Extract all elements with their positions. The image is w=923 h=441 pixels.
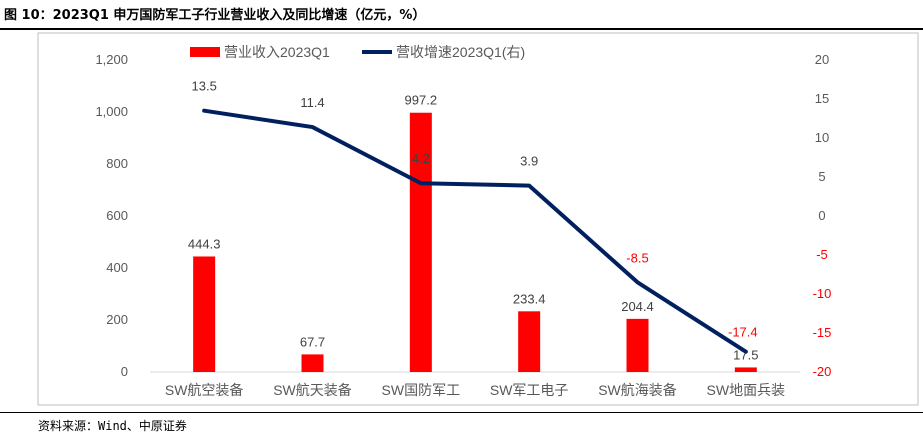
y-right-tick-label: 5 <box>818 169 825 184</box>
y-left-tick-label: 1,200 <box>95 52 128 67</box>
line-data-label: 13.5 <box>192 79 217 94</box>
figure-title: 图 10：2023Q1 申万国防军工子行业营业收入及同比增速（亿元，%） <box>4 8 426 23</box>
y-right-tick-label: 15 <box>815 91 829 106</box>
bar-data-label: 233.4 <box>513 291 546 306</box>
bar-data-label: 67.7 <box>300 334 325 349</box>
y-left-tick-label: 800 <box>106 156 128 171</box>
bar-data-label: 444.3 <box>188 236 221 251</box>
x-tick-label: SW航海装备 <box>598 382 677 398</box>
bar <box>301 354 324 372</box>
footer-rule <box>0 412 923 413</box>
y-right-tick-label: 10 <box>815 130 829 145</box>
chart-border <box>37 32 919 406</box>
x-tick-label: SW航空装备 <box>165 382 244 398</box>
y-left-tick-label: 0 <box>121 364 128 379</box>
line-data-label: -8.5 <box>626 250 648 265</box>
x-tick-label: SW航天装备 <box>273 382 352 398</box>
x-tick-label: SW国防军工 <box>382 382 461 398</box>
y-right-tick-label: 0 <box>818 208 825 223</box>
y-left-tick-label: 400 <box>106 260 128 275</box>
line-data-label: 11.4 <box>300 95 324 110</box>
line-data-label: 4.2 <box>412 151 430 166</box>
y-right-tick-label: -10 <box>813 286 832 301</box>
legend-line-label: 营收增速2023Q1(右) <box>396 44 525 60</box>
line-data-label: 3.9 <box>520 154 538 169</box>
y-left-tick-label: 600 <box>106 208 128 223</box>
bar-data-label: 17.5 <box>733 347 758 362</box>
bar <box>193 256 216 372</box>
bar-data-label: 204.4 <box>621 299 654 314</box>
legend-bar-swatch <box>190 47 220 57</box>
bar <box>734 367 757 372</box>
bar-data-label: 997.2 <box>405 93 438 108</box>
bar <box>409 112 432 372</box>
x-tick-label: SW地面兵装 <box>707 382 786 398</box>
y-left-tick-label: 200 <box>106 312 128 327</box>
source-note: 资料来源：Wind、中原证券 <box>38 419 187 433</box>
x-tick-label: SW军工电子 <box>490 382 569 398</box>
y-right-tick-label: -5 <box>816 247 828 262</box>
y-right-tick-label: 20 <box>815 52 829 67</box>
line-data-label: -17.4 <box>728 325 758 340</box>
legend-bar-label: 营业收入2023Q1 <box>224 44 330 60</box>
y-right-tick-label: -15 <box>813 325 832 340</box>
bar <box>626 318 649 372</box>
growth-line <box>202 108 748 354</box>
y-right-tick-label: -20 <box>813 364 832 379</box>
bar <box>518 311 541 372</box>
title-rule <box>0 28 923 30</box>
y-left-tick-label: 1,000 <box>95 104 128 119</box>
